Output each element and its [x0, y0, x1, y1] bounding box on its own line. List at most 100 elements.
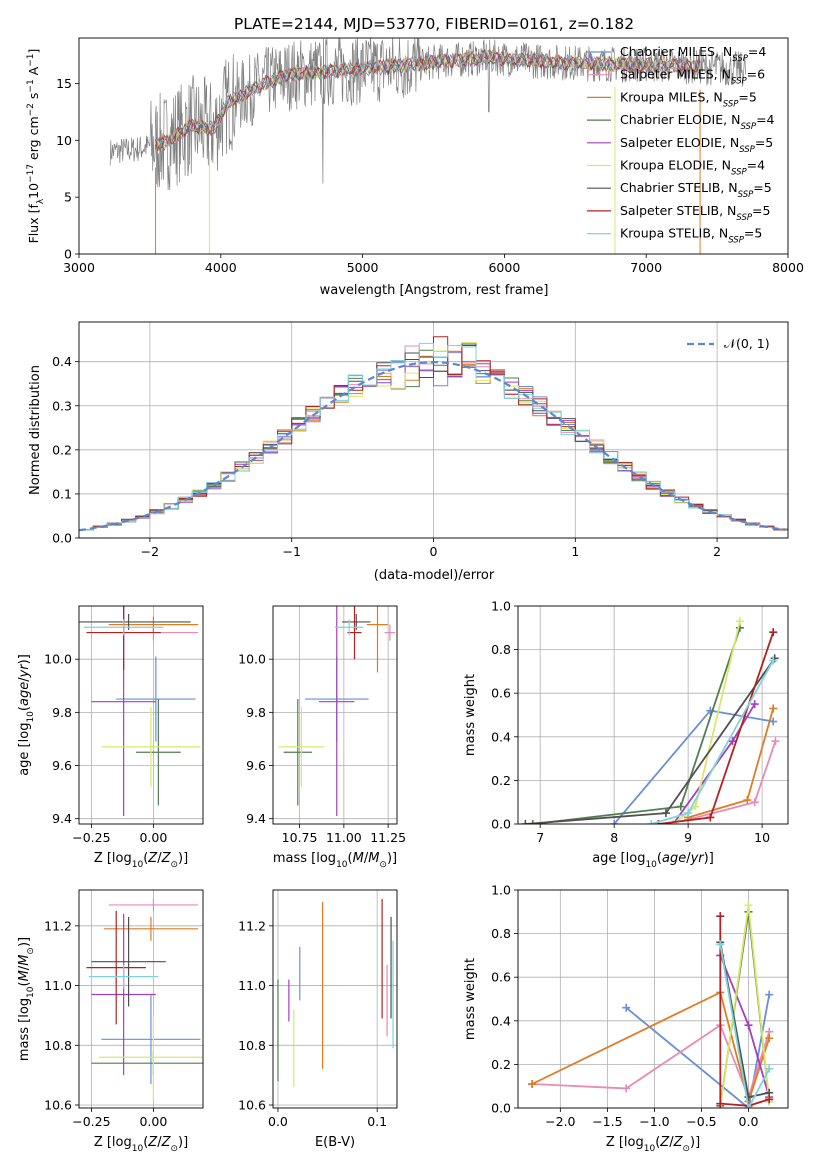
x-tick-label: −1.5 [592, 1114, 622, 1129]
y-tick-label: 9.8 [52, 705, 72, 720]
mass_weight_vs_age-frame [517, 605, 789, 825]
mass_vs_ebv-grid [273, 890, 397, 1108]
spectrum-frame [78, 37, 789, 255]
normal-distribution-curve [79, 360, 786, 532]
weight-series-line [532, 1023, 771, 1100]
y-tick-label: 10.6 [44, 1098, 72, 1113]
x-tick-label: −2.0 [545, 1114, 575, 1129]
mass_weight_vs_age-plot-area [521, 617, 780, 824]
error-bar-point [319, 606, 355, 817]
weight-marker [684, 809, 693, 818]
y-tick-label: 0.8 [491, 642, 511, 657]
weight-marker [691, 802, 700, 811]
weight-marker [661, 809, 670, 818]
mass_weight_vs_age-chart: 7 8 9 10 0.0 0.2 0.4 0.6 0.8 1.0 age [log10(age/yr… [463, 599, 789, 870]
legend-entry: Kroupa STELIB, NSSP=5 [620, 226, 762, 246]
legend-entry: Salpeter STELIB, NSSP=5 [620, 203, 770, 223]
y-tick-label: 0.4 [491, 729, 511, 744]
weight-marker [647, 820, 656, 824]
mass_vs_ebv-x-axis-label: E(B-V) [315, 1135, 355, 1150]
weight-marker [521, 820, 530, 824]
x-tick-label: 10 [754, 830, 770, 845]
x-tick-label: 0.0 [268, 1114, 288, 1129]
mass_weight_vs_Z-frame [517, 889, 789, 1109]
weight-marker [744, 1104, 753, 1108]
y-tick-label: 0.4 [52, 354, 72, 369]
weight-marker [716, 912, 725, 921]
y-tick-label: 10.0 [238, 652, 266, 667]
y-tick-label: 0.3 [52, 398, 72, 413]
weight-series-line [532, 627, 741, 824]
y-tick-label: 0.0 [52, 531, 72, 546]
weight-marker [744, 901, 753, 910]
error-bar-point [88, 964, 159, 989]
y-tick-label: 11.2 [44, 918, 72, 933]
mass_vs_ebv-chart: 0.0 0.1 10.6 10.8 11.0 11.2 E(B-V) [238, 889, 398, 1150]
age_vs_Z-plot-area [79, 606, 201, 817]
error-bar-point [108, 616, 199, 633]
age_vs_Z-x-axis-label: Z [log10(Z/Z⊙)] [94, 851, 188, 870]
error-bar-point [86, 910, 146, 1025]
weight-marker [676, 802, 685, 811]
x-tick-label: 11.25 [370, 830, 406, 845]
y-tick-label: 0.6 [491, 686, 511, 701]
weight-marker [765, 1064, 774, 1073]
weight-marker [610, 820, 619, 824]
age_vs_Z-frame [78, 605, 204, 825]
age_vs_mass-x-axis-label: mass [log10(M/M⊙)] [273, 851, 397, 870]
error-bar-point [108, 898, 199, 911]
error-bar-point [366, 606, 389, 673]
weight-series [528, 988, 774, 1106]
age_vs_mass-frame [272, 605, 398, 825]
histogram-legend: 𝒩(0, 1) [687, 336, 770, 351]
y-tick-label: 9.6 [246, 758, 266, 773]
weight-marker [528, 820, 537, 824]
x-tick-label: 9 [684, 830, 692, 845]
spectrum-y-axis-label: Flux [fλ10−17 erg cm−2 s−1 A−1] [26, 49, 46, 244]
weight-marker [750, 700, 759, 709]
error-bar-point [278, 707, 325, 787]
figure-title: PLATE=2144, MJD=53770, FIBERID=0161, z=0… [234, 15, 634, 33]
mass_vs_Z-y-axis-label: mass [log10(M/M⊙)] [17, 937, 36, 1061]
y-tick-label: 0.6 [491, 970, 511, 985]
error-bar-point [103, 916, 199, 941]
weight-marker [769, 656, 778, 665]
error-bar-point [101, 707, 201, 787]
y-tick-label: 9.4 [246, 811, 266, 826]
mass_vs_Z-grid [79, 890, 203, 1108]
x-tick-label: 10.75 [282, 830, 318, 845]
y-tick-label: 9.4 [52, 811, 72, 826]
legend-entry: Salpeter MILES, NSSP=6 [620, 67, 765, 87]
weight-marker [622, 1003, 631, 1012]
x-tick-label: 0.00 [139, 830, 167, 845]
x-tick-label: 0.0 [739, 1114, 759, 1129]
y-tick-label: 0.0 [491, 817, 511, 832]
y-tick-label: 9.6 [52, 758, 72, 773]
age_vs_Z-grid [79, 606, 203, 824]
x-tick-label: 0.00 [139, 1114, 167, 1129]
spectrum-plot-area [109, 38, 746, 254]
y-tick-label: 0.8 [491, 926, 511, 941]
error-bar-point [101, 994, 201, 1085]
x-tick-label: 3000 [63, 260, 95, 275]
y-tick-label: 5 [64, 190, 72, 205]
legend-entry: Chabrier STELIB, NSSP=5 [620, 180, 772, 200]
mass_vs_Z-plot-area [86, 898, 203, 1100]
y-tick-label: 1.0 [491, 883, 511, 898]
weight-series [716, 940, 774, 1108]
x-tick-label: −1.0 [639, 1114, 669, 1129]
weight-marker [769, 704, 778, 713]
y-tick-label: 10.8 [44, 1038, 72, 1053]
residual_histogram-plot-area [79, 336, 788, 532]
histogram-y-axis-label: Normed distribution [28, 365, 43, 495]
x-tick-label: 0 [430, 544, 438, 559]
weight-series [528, 623, 744, 824]
error-bar-point [136, 699, 181, 806]
spectrum-legend: Chabrier MILES, NSSP=4 Salpeter MILES, NS… [587, 44, 775, 246]
age_vs_mass-chart: 10.75 11.00 11.25 9.4 9.6 9.8 10.0 mass [log10(… [238, 605, 406, 870]
x-tick-label: 0.1 [367, 1114, 387, 1129]
y-tick-label: 0.2 [52, 442, 72, 457]
y-tick-label: 0.2 [491, 773, 511, 788]
weight-marker [769, 628, 778, 637]
